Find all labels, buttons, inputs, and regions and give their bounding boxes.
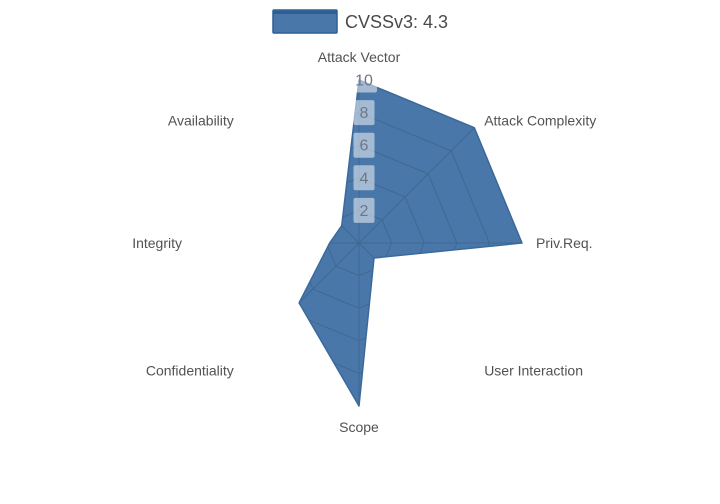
tick-box xyxy=(353,197,375,223)
grid-spoke xyxy=(299,242,360,359)
grid-spoke xyxy=(358,242,475,359)
axis-labels: Attack Vector Attack Complexity Priv.Req. U… xyxy=(132,49,596,435)
legend-swatch xyxy=(272,9,338,34)
radar-plot-area xyxy=(298,79,523,407)
tick-box xyxy=(353,100,375,126)
tick-label: 6 xyxy=(360,138,369,155)
legend: CVSSv3: 4.3 xyxy=(272,9,448,34)
axis-label-attack-complexity: Attack Complexity xyxy=(484,113,596,129)
tick-label: 2 xyxy=(360,203,369,220)
axis-label-user-interaction: User Interaction xyxy=(484,362,583,378)
tick-box xyxy=(353,165,375,191)
radar-grid xyxy=(299,80,522,406)
grid-spoke xyxy=(299,127,360,244)
radial-tick-labels: 2 4 6 8 10 xyxy=(351,67,377,223)
grid-spoke xyxy=(358,127,475,244)
tick-label: 8 xyxy=(360,105,369,122)
tick-label: 4 xyxy=(360,170,369,187)
axis-label-confidentiality: Confidentiality xyxy=(146,362,234,378)
tick-box xyxy=(353,132,375,158)
axis-label-integrity: Integrity xyxy=(132,235,182,251)
axis-label-priv-req-: Priv.Req. xyxy=(536,235,593,251)
axis-label-attack-vector: Attack Vector xyxy=(318,49,401,65)
tick-box xyxy=(351,67,377,93)
grid-ring xyxy=(299,80,522,406)
tick-label: 10 xyxy=(355,73,373,90)
axis-label-scope: Scope xyxy=(339,419,379,435)
axis-label-availability: Availability xyxy=(168,113,234,129)
legend-label: CVSSv3: 4.3 xyxy=(345,12,448,32)
